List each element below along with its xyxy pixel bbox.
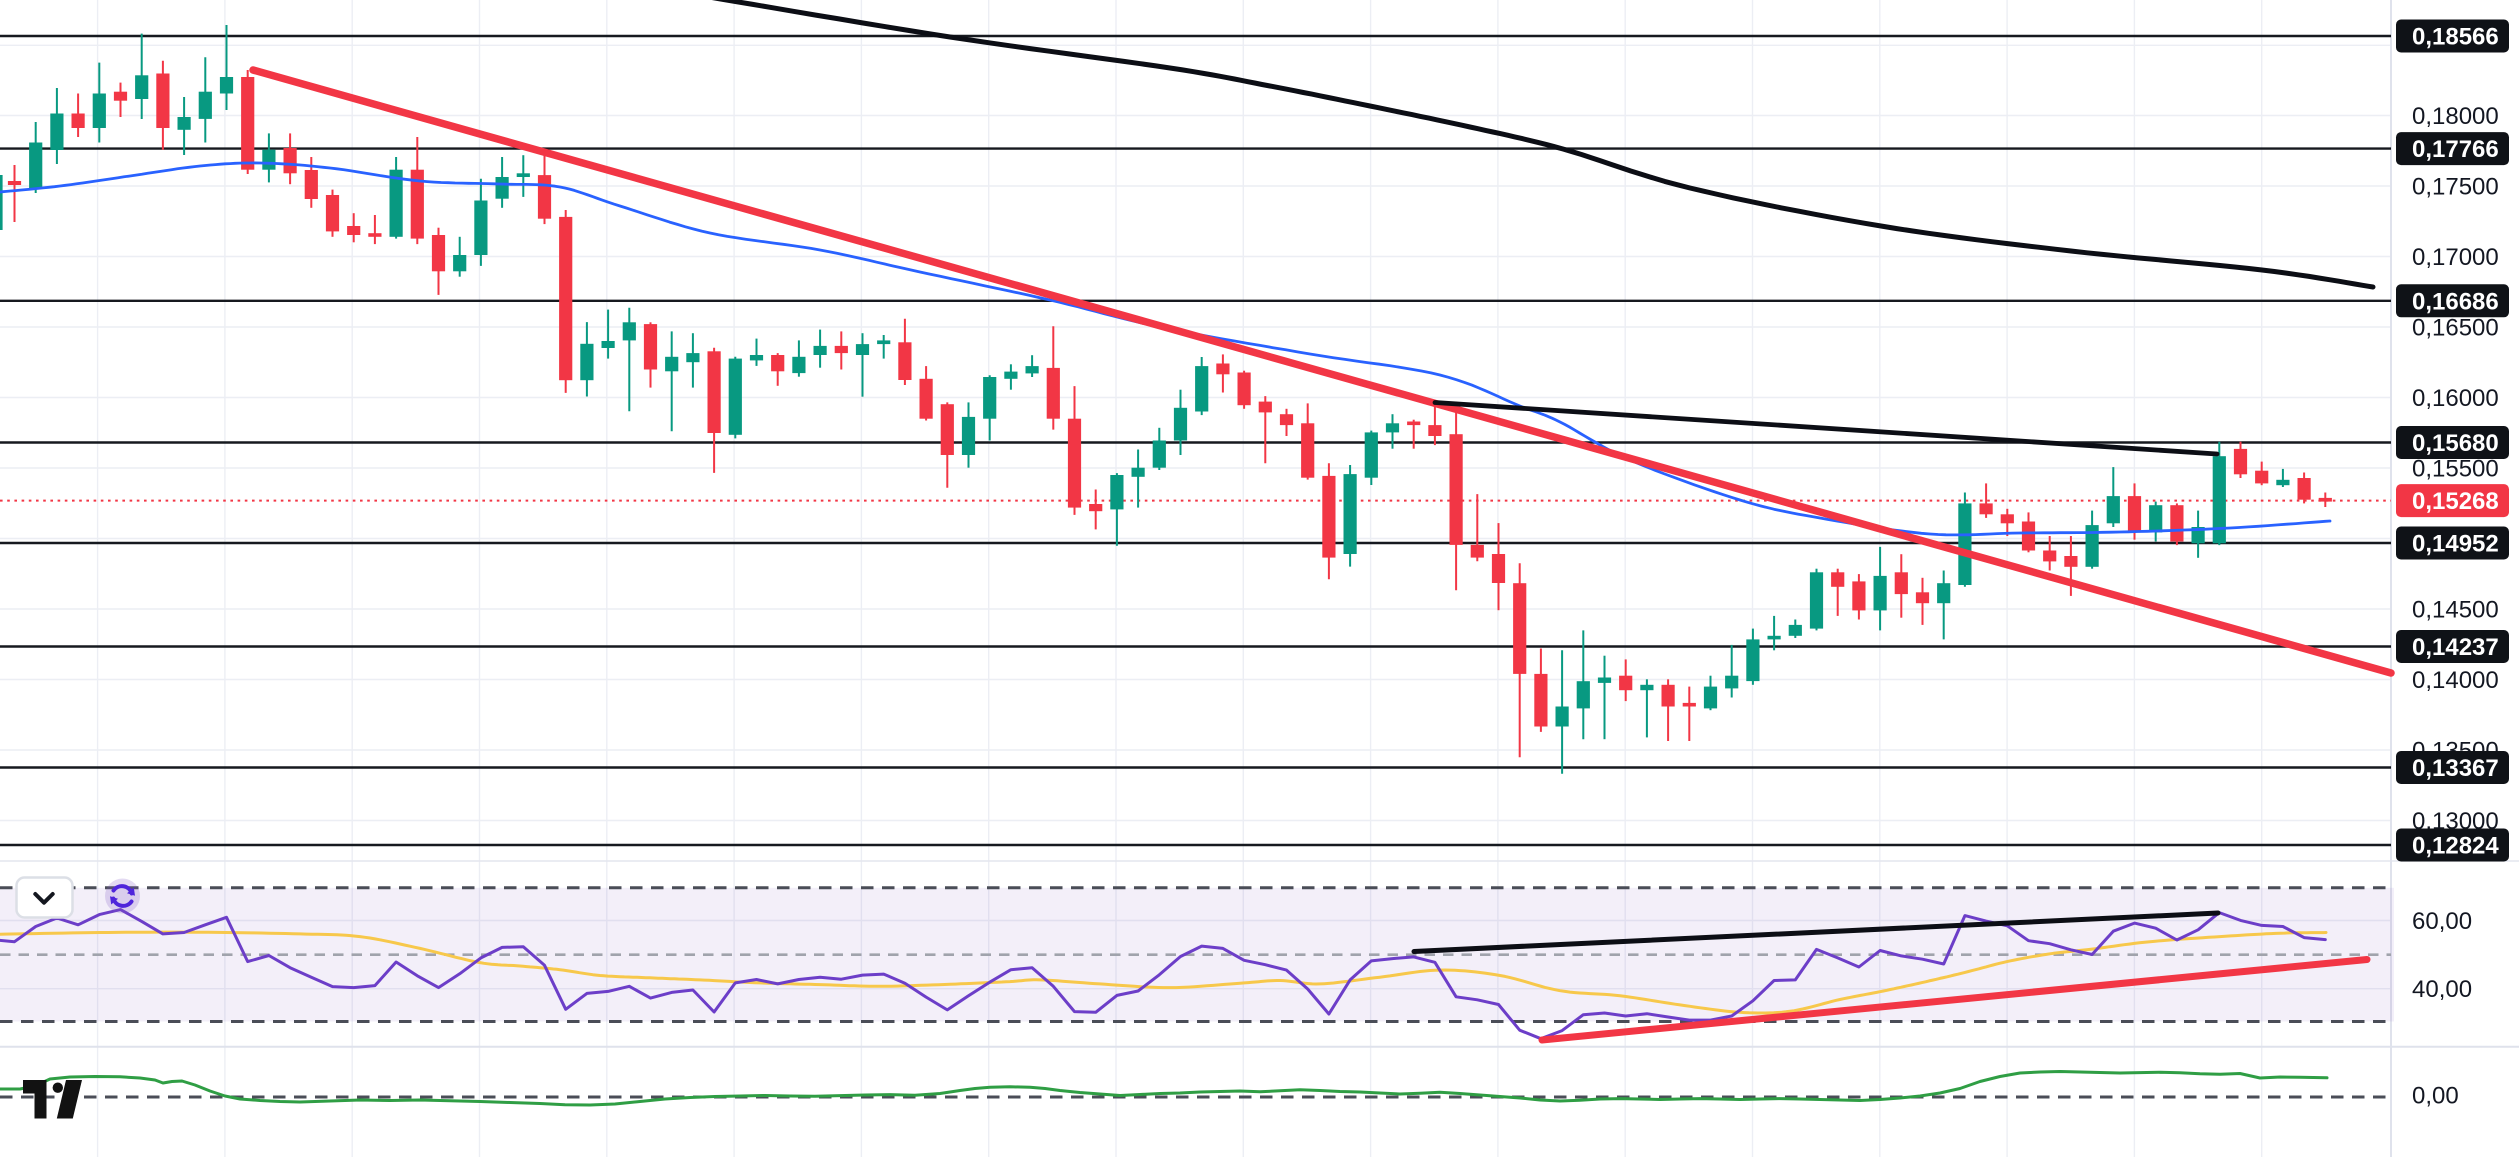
svg-text:0,16500: 0,16500: [2412, 315, 2499, 342]
svg-text:0,00: 0,00: [2412, 1083, 2459, 1110]
svg-text:0,14952: 0,14952: [2412, 531, 2499, 558]
svg-text:0,18566: 0,18566: [2412, 24, 2499, 51]
svg-text:0,13367: 0,13367: [2412, 755, 2499, 782]
svg-text:0,15680: 0,15680: [2412, 430, 2499, 457]
svg-text:0,14500: 0,14500: [2412, 597, 2499, 624]
svg-text:0,14000: 0,14000: [2412, 667, 2499, 694]
svg-text:0,17000: 0,17000: [2412, 244, 2499, 271]
svg-text:0,18000: 0,18000: [2412, 103, 2499, 130]
svg-text:60,00: 60,00: [2412, 908, 2472, 935]
svg-text:0,14237: 0,14237: [2412, 634, 2499, 661]
svg-text:0,17766: 0,17766: [2412, 136, 2499, 163]
svg-text:0,17500: 0,17500: [2412, 174, 2499, 201]
svg-text:0,15500: 0,15500: [2412, 456, 2499, 483]
svg-text:0,12824: 0,12824: [2412, 833, 2499, 860]
svg-text:40,00: 40,00: [2412, 976, 2472, 1003]
svg-text:0,16686: 0,16686: [2412, 288, 2499, 315]
svg-text:0,16000: 0,16000: [2412, 385, 2499, 412]
svg-text:0,15268: 0,15268: [2412, 488, 2499, 515]
